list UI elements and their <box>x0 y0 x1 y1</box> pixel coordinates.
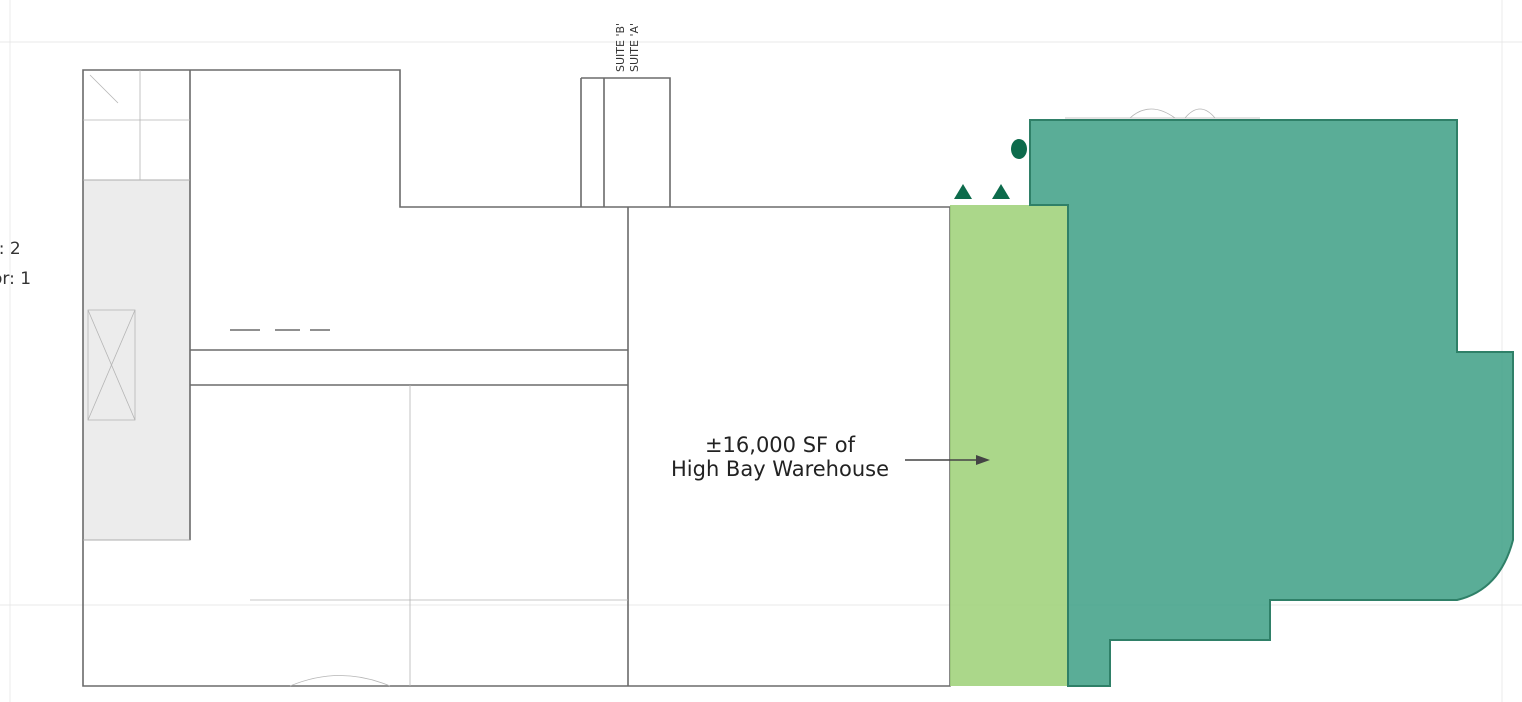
entry-arc <box>289 675 391 687</box>
shaft <box>87 309 136 421</box>
leader <box>89 74 119 104</box>
dock-marker <box>954 184 972 199</box>
legend-item: r: 2 <box>0 239 21 259</box>
highlight-suite <box>1029 119 1514 687</box>
corridor-shade <box>82 179 191 541</box>
door-marker <box>1011 139 1027 159</box>
callout-arrowhead <box>976 455 990 465</box>
suite-block <box>580 77 671 207</box>
legend-item: or: 1 <box>0 269 31 289</box>
dock-marker <box>992 184 1010 199</box>
interior-walls <box>189 70 628 540</box>
suite-label: SUITE 'A' <box>628 23 641 72</box>
callout-text: High Bay Warehouse <box>671 457 889 481</box>
building-outline <box>82 69 951 687</box>
interior-lines <box>83 70 628 686</box>
x-brace <box>87 309 136 421</box>
top-doors <box>1065 108 1260 119</box>
suite-label: SUITE 'B' <box>614 23 627 72</box>
highlight-warehouse <box>950 205 1068 686</box>
callout-text: ±16,000 SF of <box>705 433 856 457</box>
